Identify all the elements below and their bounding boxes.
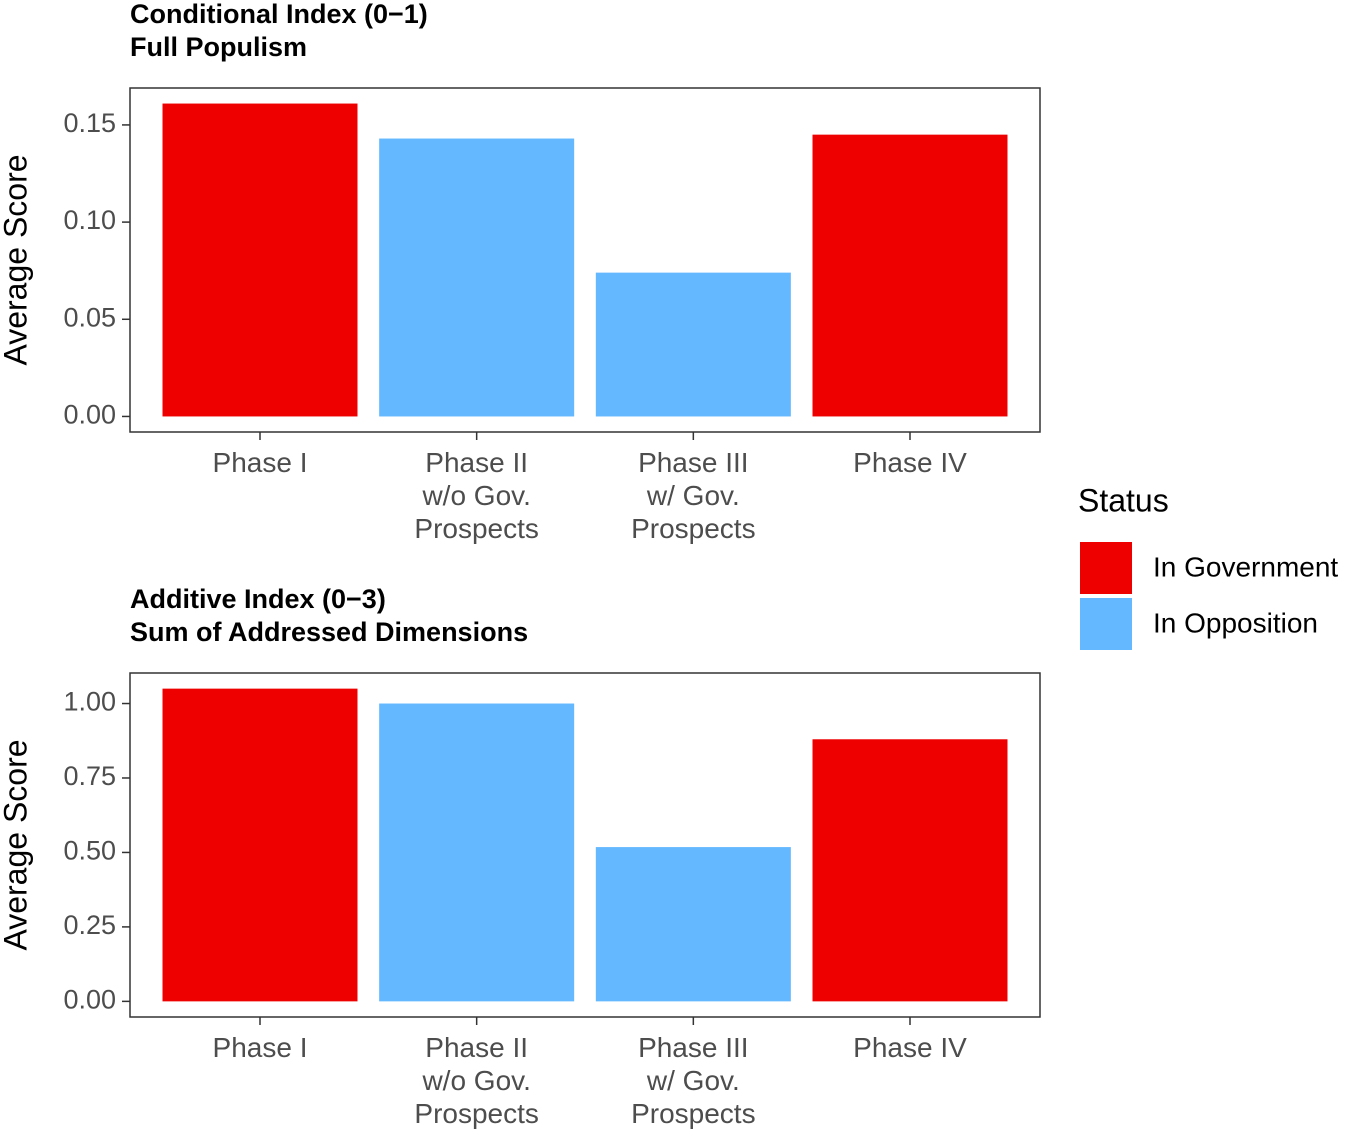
chart-title: Additive Index (0−3)	[130, 584, 386, 614]
chart-subtitle: Full Populism	[130, 32, 307, 62]
legend-title: Status	[1078, 482, 1169, 518]
x-tick-label: Phase IV	[853, 447, 967, 478]
bar	[812, 134, 1008, 417]
y-tick-label: 1.00	[63, 687, 116, 717]
y-tick-label: 0.00	[63, 400, 116, 430]
x-tick-label: Phase III w/ Gov. Prospects	[631, 447, 756, 544]
legend-label: In Government	[1153, 551, 1338, 582]
bar	[379, 703, 575, 1002]
legend-label: In Opposition	[1153, 607, 1318, 638]
y-tick-label: 0.25	[63, 910, 116, 940]
bar	[812, 739, 1008, 1002]
y-tick-label: 0.10	[63, 205, 116, 235]
legend-key	[1080, 598, 1132, 650]
bar	[162, 688, 358, 1002]
panel-border	[129, 672, 1041, 1018]
chart-title: Conditional Index (0−1)	[130, 0, 428, 29]
bar	[162, 103, 358, 417]
y-axis-label: Average Score	[0, 154, 33, 365]
bar	[595, 272, 791, 417]
chart-subtitle: Sum of Addressed Dimensions	[130, 617, 528, 647]
y-tick-label: 0.75	[63, 761, 116, 791]
y-axis-label: Average Score	[0, 739, 33, 950]
x-tick-label: Phase I	[212, 447, 308, 478]
y-tick-label: 0.00	[63, 984, 116, 1014]
x-tick-label: Phase I	[212, 1032, 308, 1063]
bar	[379, 138, 575, 417]
x-tick-label: Phase II w/o Gov. Prospects	[414, 1032, 539, 1129]
panel-border	[129, 87, 1041, 433]
x-tick-label: Phase III w/ Gov. Prospects	[631, 1032, 756, 1129]
x-tick-label: Phase IV	[853, 1032, 967, 1063]
x-tick-label: Phase II w/o Gov. Prospects	[414, 447, 539, 544]
y-tick-label: 0.15	[63, 108, 116, 138]
y-tick-label: 0.50	[63, 836, 116, 866]
legend-key	[1080, 542, 1132, 594]
bar	[595, 847, 791, 1002]
y-tick-label: 0.05	[63, 302, 116, 332]
